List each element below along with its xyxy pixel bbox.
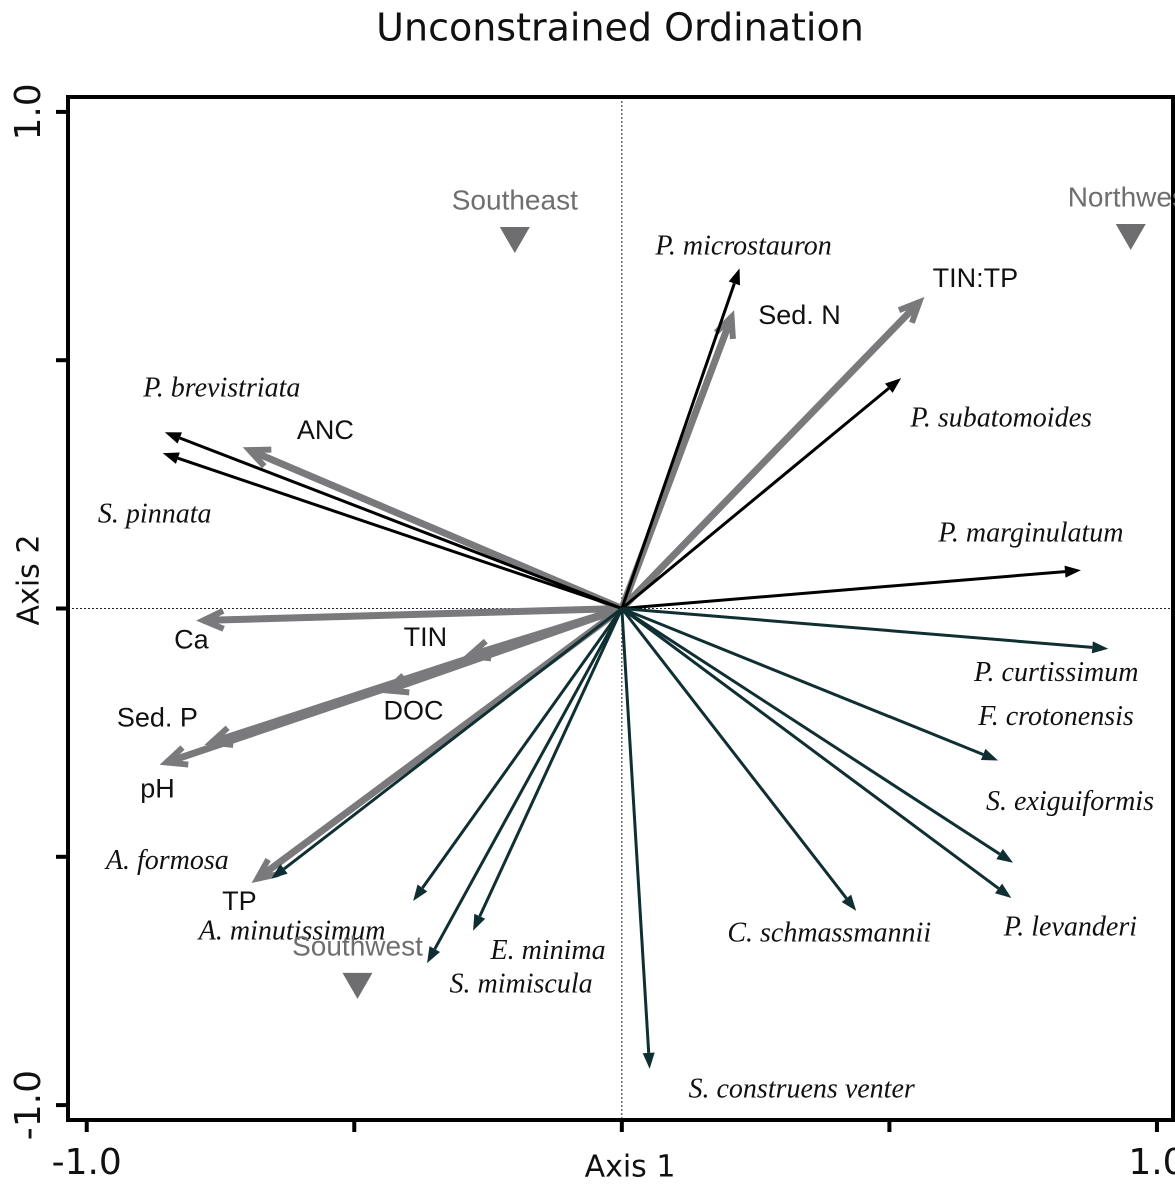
arrow [421, 607, 624, 889]
arrow [478, 607, 624, 917]
arrow [619, 299, 922, 611]
arrow [621, 570, 1066, 610]
arrow-label: TP [222, 886, 257, 916]
arrow-head [996, 849, 1014, 863]
arrow-label: S. mimiscula [450, 968, 593, 999]
arrow-head [885, 378, 902, 393]
site-label: Southeast [452, 184, 578, 215]
arrow-label: ANC [297, 415, 354, 445]
arrow-label: A. minutissimum [197, 915, 386, 946]
arrow-head [994, 883, 1012, 899]
arrow-label: P. brevistriata [142, 373, 300, 404]
y-tick-label: -1.0 [8, 1070, 49, 1140]
arrow [165, 605, 623, 766]
arrow-head [1091, 641, 1109, 654]
arrow [620, 607, 848, 900]
arrow [620, 387, 890, 610]
y-tick-label: 1.0 [8, 83, 49, 140]
arrow [621, 607, 1093, 649]
site-marker [342, 972, 373, 999]
arrow-head [642, 1052, 655, 1069]
arrow-head [713, 310, 736, 340]
arrow-head [271, 864, 288, 879]
arrow-label: DOC [383, 696, 443, 726]
site-label: Southwest [292, 930, 423, 961]
arrow [248, 446, 624, 612]
arrow [177, 456, 623, 610]
arrow-head [162, 452, 180, 464]
arrow-label: Ca [174, 625, 209, 655]
arrow-head [728, 268, 740, 286]
arrow [283, 607, 623, 871]
arrow [433, 607, 624, 950]
arrow [620, 282, 736, 609]
arrow-label: E. minima [490, 935, 606, 966]
arrow-label: Sed. N [758, 300, 841, 330]
chart-title: Unconstrained Ordination [376, 6, 864, 50]
arrow-label: P. levanderi [1003, 911, 1137, 942]
arrow-label: P. marginulatum [937, 518, 1123, 549]
arrow-head [251, 858, 280, 884]
arrow-label: A. formosa [104, 845, 229, 876]
arrow-head [242, 446, 272, 469]
arrow-label: P. subatomoides [909, 402, 1092, 433]
arrow-label: TIN:TP [933, 263, 1019, 293]
arrow-head [980, 748, 999, 761]
site-marker [1115, 224, 1146, 251]
arrow-head [164, 432, 182, 444]
arrow-label: S. exiguiformis [986, 786, 1154, 817]
arrow [621, 607, 1001, 856]
arrow-label: P. microstauron [654, 231, 831, 262]
arrow-label: F. crotonensis [977, 701, 1134, 732]
y-axis-title: Axis 2 [12, 535, 47, 626]
arrow-head [196, 608, 225, 632]
arrow-head [159, 745, 189, 768]
x-axis-title: Axis 1 [585, 1150, 676, 1185]
arrow-label: TIN [404, 622, 448, 652]
site-label: Northwest [1068, 181, 1175, 212]
arrow [620, 608, 651, 1053]
arrow-head [413, 884, 428, 901]
arrow-head [427, 946, 441, 964]
arrow-label: P. curtissimum [973, 657, 1138, 688]
arrow-head [1064, 565, 1081, 578]
arrow-label: S. pinnata [98, 498, 212, 529]
arrow-label: Sed. P [117, 703, 198, 733]
x-tick-label: -1.0 [52, 1142, 122, 1183]
arrow-head [897, 296, 925, 324]
arrow [203, 605, 622, 624]
site-marker [499, 227, 530, 254]
arrow [179, 436, 623, 610]
x-tick-label: 1.0 [1128, 1142, 1175, 1183]
arrow [621, 607, 984, 756]
arrow [620, 607, 1000, 890]
arrow-label: pH [140, 774, 175, 804]
arrow-head [841, 894, 857, 911]
arrow-head [473, 913, 486, 931]
arrow-label: S. construens venter [689, 1073, 915, 1104]
arrow-label: C. schmassmannii [727, 917, 931, 948]
